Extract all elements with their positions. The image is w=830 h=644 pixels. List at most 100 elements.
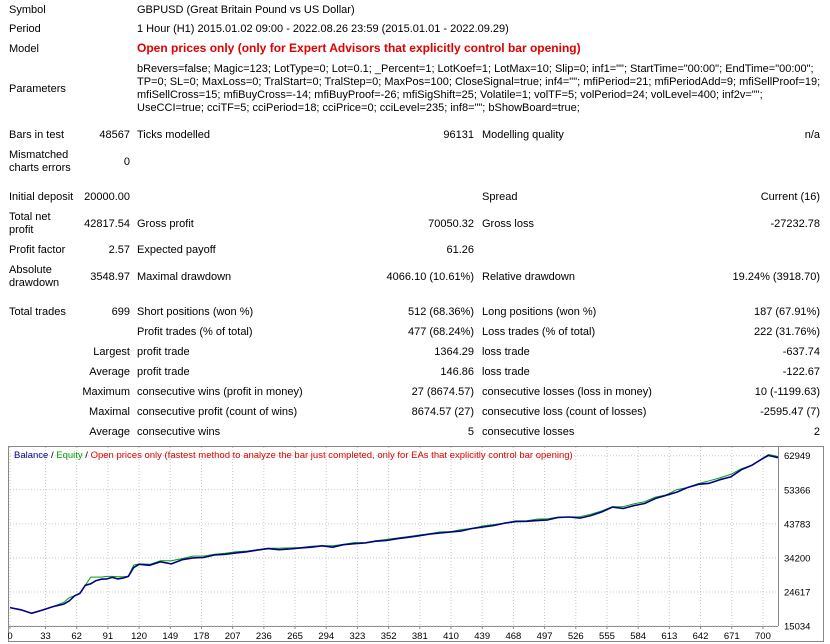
legend-model-note: Open prices only (fastest method to anal…	[90, 450, 573, 461]
legend-separator: /	[82, 450, 91, 461]
mismatch-label-line1: Mismatched	[9, 149, 69, 161]
mismatch-value: 0	[123, 156, 130, 168]
balance-chart: 15034 24617 34200 43783 53366 62949 0 33 62 91 120…	[8, 446, 824, 642]
chart-legend: Balance / Equity / Open prices only (fas…	[14, 450, 573, 461]
x-tick-label: 468	[505, 631, 521, 642]
y-tick-label: 53366	[784, 485, 810, 496]
grossprofit-label: Gross profit	[137, 218, 194, 230]
maximum-label: Maximum	[82, 386, 130, 398]
ltrades-label: Loss trades (% of total)	[482, 326, 596, 338]
symbol-label: Symbol	[9, 4, 46, 16]
x-tick-label: 613	[661, 631, 677, 642]
maxdd-value: 4066.10 (10.61%)	[386, 271, 474, 283]
cprofit-value: 8674.57 (27)	[411, 406, 474, 418]
x-tick-label: 62	[71, 631, 82, 642]
trades-value: 699	[111, 306, 130, 318]
grossloss-value: -27232.78	[770, 218, 820, 230]
x-tick-label: 497	[537, 631, 553, 642]
model-label: Model	[9, 43, 39, 55]
x-tick-label: 294	[318, 631, 334, 642]
x-tick-label: 120	[131, 631, 147, 642]
ltrades-value: 222 (31.76%)	[753, 326, 820, 338]
x-tick-label: 700	[755, 631, 771, 642]
deposit-value: 20000.00	[84, 191, 130, 203]
y-tick-label: 34200	[784, 553, 810, 564]
average-consecutive-label: Average	[89, 426, 130, 438]
x-tick-label: 439	[474, 631, 490, 642]
deposit-label: Initial deposit	[9, 191, 74, 203]
x-tick-label: 381	[412, 631, 428, 642]
short-value: 512 (68.36%)	[407, 306, 474, 318]
reldd-label: Relative drawdown	[482, 271, 575, 283]
x-tick-label: 555	[599, 631, 615, 642]
x-tick-label: 149	[162, 631, 178, 642]
quality-value: n/a	[804, 129, 820, 141]
parameters-label: Parameters	[9, 83, 66, 95]
pf-label: Profit factor	[9, 244, 66, 256]
legend-separator: /	[48, 450, 57, 461]
cwins-label: consecutive wins	[137, 426, 221, 438]
x-tick-label: 236	[256, 631, 272, 642]
pf-value: 2.57	[108, 244, 130, 256]
spread-label: Spread	[482, 191, 518, 203]
y-tick-label: 24617	[784, 587, 810, 598]
balance-line	[9, 454, 779, 615]
balance-chart-svg: 15034 24617 34200 43783 53366 62949 0 33 62 91 120…	[8, 446, 824, 642]
avg-loss-label: loss trade	[482, 366, 530, 378]
x-tick-label: 584	[630, 631, 646, 642]
legend-equity: Equity	[56, 450, 83, 461]
x-tick-label: 323	[349, 631, 365, 642]
grossloss-label: Gross loss	[482, 218, 534, 230]
short-label: Short positions (won %)	[137, 306, 254, 318]
netprofit-value: 42817.54	[84, 218, 130, 230]
mismatch-label-line2: charts errors	[9, 162, 71, 174]
closses-label: consecutive losses	[482, 426, 575, 438]
ticks-label: Ticks modelled	[137, 129, 210, 141]
trades-label: Total trades	[9, 306, 66, 318]
x-tick-label: 91	[103, 631, 114, 642]
closs-count-value: -2595.47 (7)	[760, 406, 820, 418]
ptrades-label: Profit trades (% of total)	[137, 326, 253, 338]
grossprofit-value: 70050.32	[428, 218, 474, 230]
x-tick-label: 207	[225, 631, 241, 642]
bars-value: 48567	[99, 129, 130, 141]
period-value: 1 Hour (H1) 2015.01.02 09:00 - 2022.08.2…	[137, 23, 509, 35]
closs-count-label: consecutive loss (count of losses)	[482, 406, 647, 418]
closs-money-label: consecutive losses (loss in money)	[482, 386, 652, 398]
x-tick-label: 0	[8, 631, 13, 642]
maxdd-label: Maximal drawdown	[137, 271, 232, 283]
average-label: Average	[89, 366, 130, 378]
payoff-label: Expected payoff	[137, 244, 216, 256]
chart-frame	[8, 446, 824, 642]
cprofit-label: consecutive profit (count of wins)	[137, 406, 298, 418]
long-value: 187 (67.91%)	[753, 306, 820, 318]
netprofit-label-line2: profit	[9, 224, 34, 236]
y-tick-label: 62949	[784, 451, 810, 462]
largest-loss-label: loss trade	[482, 346, 530, 358]
absdd-label-line2: drawdown	[9, 277, 60, 289]
x-tick-label: 265	[287, 631, 303, 642]
y-tick-label: 15034	[784, 622, 810, 633]
largest-profit-value: 1364.29	[434, 346, 474, 358]
x-tick-label: 410	[443, 631, 459, 642]
ptrades-value: 477 (68.24%)	[407, 326, 474, 338]
spread-value: Current (16)	[760, 191, 820, 203]
x-tick-label: 642	[693, 631, 709, 642]
closs-money-value: 10 (-1199.63)	[754, 386, 820, 398]
x-tick-label: 352	[381, 631, 397, 642]
cwins-money-label: consecutive wins (profit in money)	[137, 386, 303, 398]
ticks-value: 96131	[443, 129, 474, 141]
symbol-value: GBPUSD (Great Britain Pound vs US Dollar…	[137, 4, 355, 16]
x-tick-label: 178	[194, 631, 210, 642]
x-tick-label: 33	[40, 631, 51, 642]
reldd-value: 19.24% (3918.70)	[732, 271, 820, 283]
largest-label: Largest	[93, 346, 130, 358]
absdd-value: 3548.97	[90, 271, 130, 283]
netprofit-label-line1: Total net	[9, 211, 51, 223]
period-label: Period	[9, 23, 41, 35]
bars-label: Bars in test	[9, 129, 65, 141]
parameters-value: bRevers=false; Magic=123; LotType=0; Lot…	[137, 63, 821, 114]
x-tick-label: 526	[568, 631, 584, 642]
legend-balance: Balance	[14, 450, 49, 461]
long-label: Long positions (won %)	[482, 306, 597, 318]
